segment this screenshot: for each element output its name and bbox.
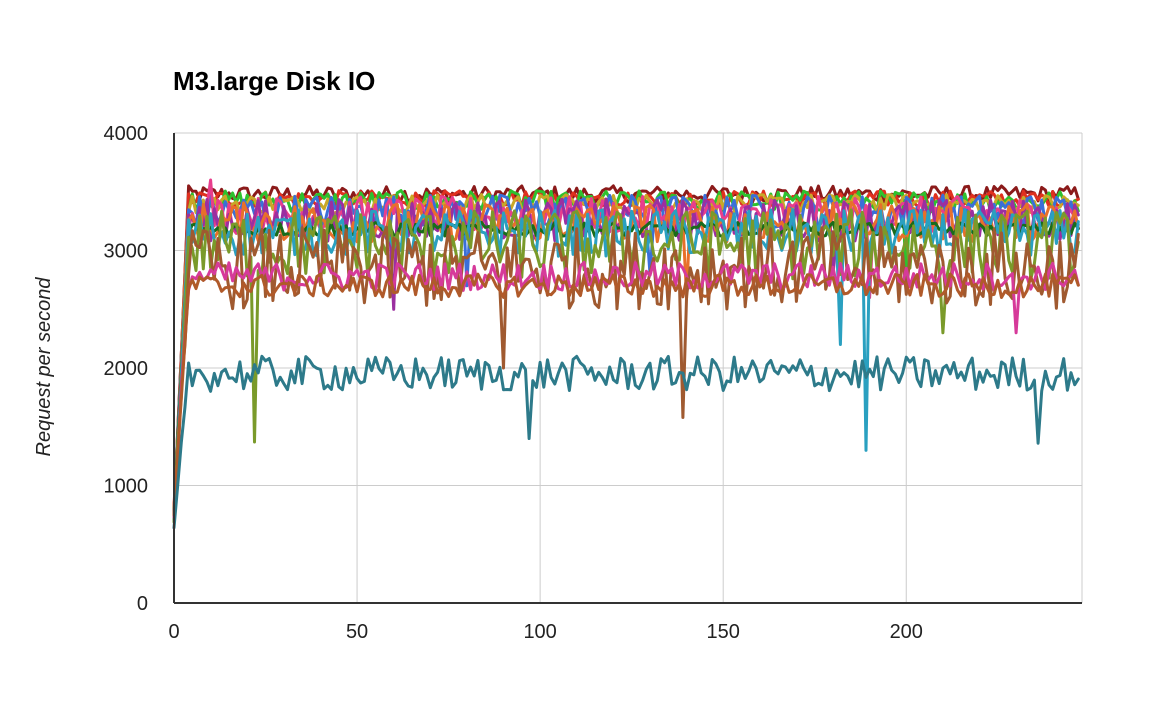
- x-tick-label-1: 50: [346, 621, 368, 643]
- y-tick-label-3: 3000: [104, 241, 149, 263]
- series-line-13: [172, 272, 1080, 517]
- axes: [173, 133, 1082, 604]
- series-line-14: [172, 354, 1080, 530]
- x-tick-label-0: 0: [168, 621, 179, 643]
- x-tick-label-2: 100: [523, 621, 556, 643]
- y-tick-label-4: 4000: [104, 123, 149, 145]
- series-line-12: [172, 260, 1080, 519]
- y-tick-label-2: 2000: [104, 358, 149, 380]
- y-tick-label-1: 1000: [104, 476, 149, 498]
- y-tick-labels: 0 1000 2000 3000 4000: [104, 123, 149, 615]
- series-lines: [172, 178, 1080, 530]
- chart-title: M3.large Disk IO: [173, 66, 375, 96]
- x-tick-label-3: 150: [707, 621, 740, 643]
- y-tick-label-0: 0: [137, 593, 148, 615]
- x-tick-label-4: 200: [890, 621, 923, 643]
- y-axis-label: Request per second: [33, 277, 55, 457]
- x-tick-labels: 0 50 100 150 200: [168, 621, 923, 643]
